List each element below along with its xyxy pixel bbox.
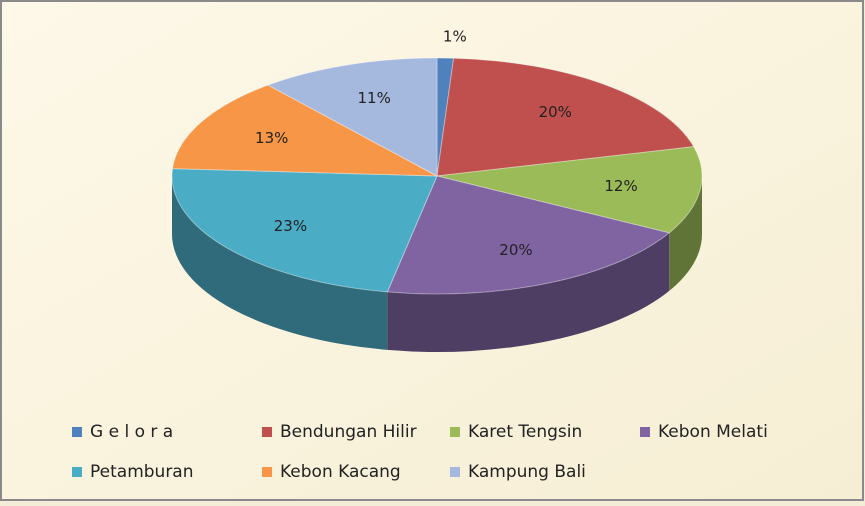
data-label: 23% [274, 217, 307, 235]
data-label: 20% [499, 241, 532, 259]
data-label: 13% [255, 129, 288, 147]
legend-label: Bendungan Hilir [280, 422, 417, 442]
legend-swatch [262, 427, 272, 437]
slice-side [669, 176, 702, 291]
legend-label: Karet Tengsin [468, 422, 582, 442]
slice [171, 84, 438, 177]
slice-side [172, 176, 388, 350]
slice-side [387, 232, 670, 352]
legend-label: Kebon Melati [658, 422, 768, 442]
slice [436, 146, 703, 234]
slice [436, 57, 455, 177]
legend-swatch [450, 467, 460, 477]
legend-label: Kebon Kacang [280, 462, 401, 482]
legend-label: G e l o r a [90, 422, 173, 442]
data-label: 1% [443, 27, 467, 45]
slice [266, 57, 438, 177]
data-label: 20% [539, 103, 572, 121]
legend-label: Petamburan [90, 462, 194, 482]
legend-label: Kampung Bali [468, 462, 586, 482]
slice [436, 57, 695, 177]
legend-swatch [640, 427, 650, 437]
legend-swatch [450, 427, 460, 437]
legend-swatch [72, 427, 82, 437]
legend-swatch [262, 467, 272, 477]
data-label: 11% [357, 89, 390, 107]
slice [171, 168, 438, 293]
legend-swatch [72, 467, 82, 477]
data-label: 12% [604, 177, 637, 195]
slice [386, 175, 671, 295]
